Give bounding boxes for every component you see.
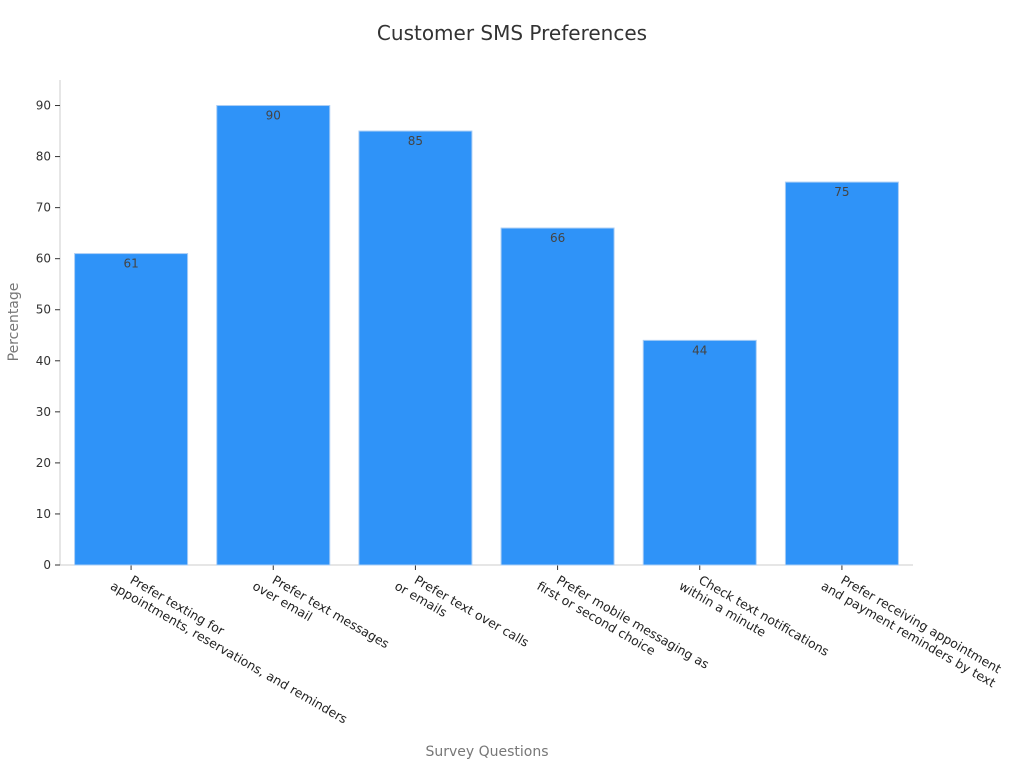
x-tick-label-line: Prefer receiving appointment	[838, 572, 1004, 676]
data-label: 66	[550, 231, 565, 245]
x-tick-label: Prefer texting forappointments, reservat…	[108, 565, 358, 726]
data-label: 85	[408, 134, 423, 148]
x-tick-label-line: Check text notifications	[696, 572, 832, 659]
data-label: 44	[692, 343, 707, 357]
y-tick-label: 10	[36, 507, 51, 521]
axes: 0 10 20 30 40 50 60 70 80 90	[36, 80, 913, 572]
data-label: 75	[834, 185, 849, 199]
bar	[358, 130, 473, 566]
y-axis-title: Percentage	[6, 283, 22, 362]
x-tick-label-line: and payment reminders by text	[819, 578, 998, 690]
x-tick-label-text: Prefer text messagesover email	[250, 565, 392, 664]
y-tick-label: 50	[36, 303, 51, 317]
y-tick-label: 70	[36, 201, 51, 215]
y-tick-label: 80	[36, 150, 51, 164]
x-tick-label-text: Prefer texting forappointments, reservat…	[108, 565, 358, 726]
y-tick-label: 40	[36, 354, 51, 368]
bar	[642, 339, 757, 566]
bar	[74, 253, 189, 566]
bar	[216, 105, 331, 566]
y-tick-label: 60	[36, 252, 51, 266]
data-label: 90	[266, 109, 281, 123]
x-tick-label-text: Prefer receiving appointmentand payment …	[819, 565, 1006, 690]
x-tick-label: Prefer receiving appointmentand payment …	[819, 565, 1006, 690]
x-axis-title: Survey Questions	[425, 744, 548, 760]
bar	[784, 181, 899, 566]
chart-title: Customer SMS Preferences	[377, 21, 647, 45]
y-tick-label: 0	[43, 558, 51, 572]
y-tick-label: 20	[36, 456, 51, 470]
bar	[500, 227, 615, 566]
x-tick-label: Prefer text over callsor emails	[392, 565, 531, 663]
y-tick-label: 30	[36, 405, 51, 419]
x-tick-label: Prefer text messagesover email	[250, 565, 392, 664]
y-tick-label: 90	[36, 99, 51, 113]
x-tick-label-text: Prefer text over callsor emails	[392, 565, 531, 663]
data-label: 61	[123, 257, 138, 271]
bars	[74, 105, 899, 566]
